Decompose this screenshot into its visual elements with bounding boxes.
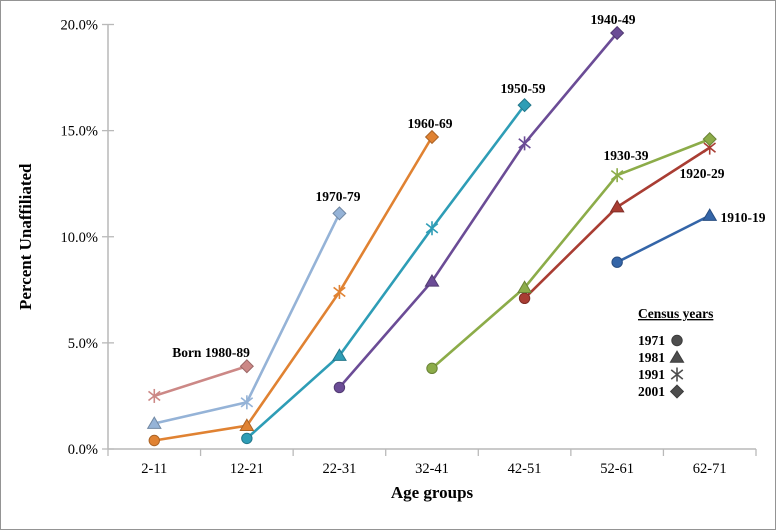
y-tick-label: 20.0%	[61, 18, 98, 34]
data-point-1930-39-42-51	[517, 280, 533, 293]
x-axis-title: Age groups	[391, 483, 474, 502]
data-point-1950-59-22-31	[331, 348, 347, 361]
y-tick-label: 0.0%	[68, 442, 98, 458]
series-label-1930-39: 1930-39	[604, 148, 649, 163]
legend-star-icon	[670, 369, 684, 380]
series-line-1940-49	[338, 31, 619, 389]
data-point-1970-79-22-31	[332, 206, 347, 221]
legend-item-label-1981: 1981	[638, 350, 665, 365]
x-tick-label: 42-51	[508, 461, 542, 477]
series-label-1950-59: 1950-59	[501, 81, 546, 96]
legend-item-label-1971: 1971	[638, 333, 665, 348]
x-tick-label: 62-71	[693, 461, 727, 477]
series-label-1910-19: 1910-19	[721, 210, 766, 225]
legend-item-label-2001: 2001	[638, 384, 665, 399]
y-tick-label: 5.0%	[68, 336, 98, 352]
data-point-1970-79-2-11	[146, 416, 162, 429]
series-label-1980-89: Born 1980-89	[172, 345, 250, 360]
data-point-1950-59-42-51	[517, 98, 532, 113]
series-line-1930-39	[430, 137, 712, 370]
data-point-1930-39-52-61	[610, 169, 624, 181]
legend-item-label-1991: 1991	[638, 367, 665, 382]
data-point-1940-49-32-41	[424, 273, 440, 287]
data-point-1940-49-42-51	[518, 138, 531, 149]
data-point-1940-49-22-31	[333, 381, 346, 394]
legend-circle-icon	[671, 334, 683, 347]
x-tick-label: 12-21	[230, 461, 264, 477]
data-point-1930-39-32-41	[426, 362, 438, 375]
series-label-1940-49: 1940-49	[591, 12, 636, 27]
series-line-1950-59	[245, 103, 526, 440]
x-tick-label: 32-41	[415, 461, 449, 477]
data-point-1940-49-52-61	[610, 25, 625, 41]
y-axis-title: Percent Unaffiliated	[16, 163, 35, 310]
data-point-1960-69-22-31	[333, 286, 346, 298]
data-point-1970-79-12-21	[240, 397, 254, 408]
legend-diamond-icon	[669, 384, 685, 399]
series-label-1920-29: 1920-29	[680, 166, 725, 181]
data-point-1950-59-12-21	[241, 432, 253, 445]
legend-title: Census years	[638, 306, 713, 321]
series-label-1970-79: 1970-79	[316, 189, 361, 204]
data-point-1980-89-12-21	[239, 359, 254, 374]
data-point-1950-59-32-41	[425, 223, 439, 234]
data-point-1920-29-42-51	[518, 292, 531, 305]
series-line-1910-19	[615, 214, 712, 264]
data-point-1960-69-32-41	[424, 129, 440, 145]
data-point-1910-19-62-71	[702, 208, 718, 221]
x-tick-label: 22-31	[323, 461, 357, 477]
y-tick-label: 15.0%	[61, 124, 98, 140]
legend-triangle-icon	[669, 350, 685, 363]
x-tick-label: 2-11	[141, 461, 167, 477]
series-label-1960-69: 1960-69	[408, 116, 453, 131]
series-line-1970-79	[152, 212, 341, 425]
data-point-1980-89-2-11	[147, 390, 161, 402]
data-point-1920-29-62-71	[703, 142, 717, 153]
data-point-1960-69-2-11	[148, 434, 160, 447]
y-tick-label: 10.0%	[61, 230, 98, 246]
data-point-1910-19-52-61	[611, 256, 623, 268]
data-point-1920-29-52-61	[609, 199, 625, 213]
series-line-1960-69	[152, 135, 434, 442]
series-line-1980-89	[152, 364, 249, 398]
x-tick-label: 52-61	[600, 461, 634, 477]
data-point-1930-39-62-71	[702, 132, 717, 147]
data-point-1960-69-12-21	[239, 418, 255, 431]
